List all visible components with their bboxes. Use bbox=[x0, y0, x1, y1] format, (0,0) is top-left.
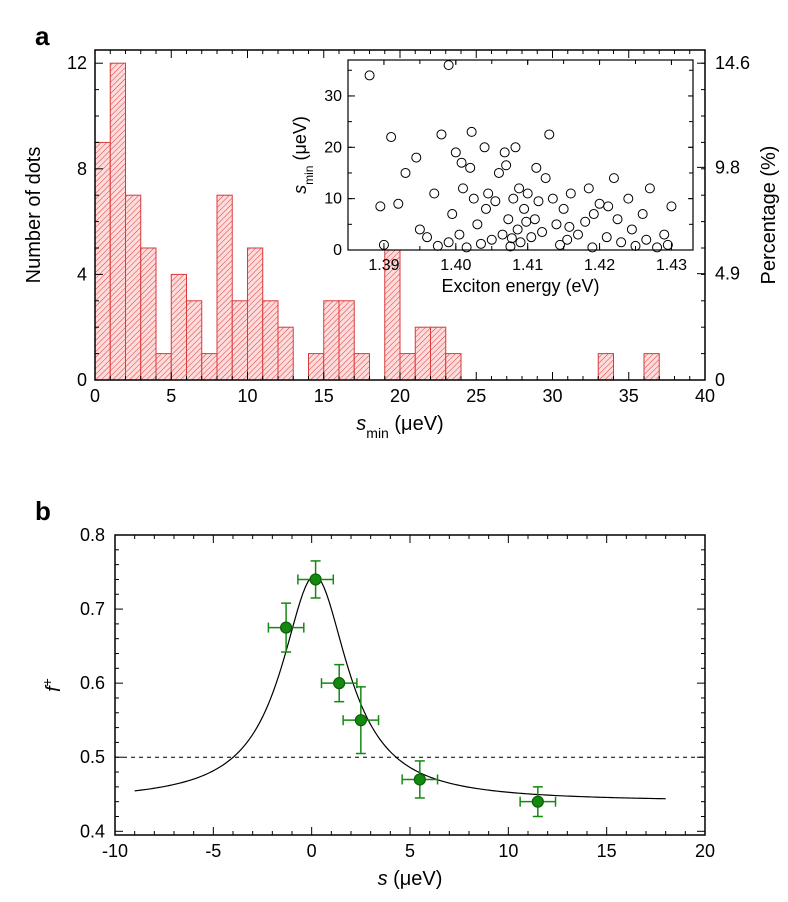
data-point bbox=[310, 574, 321, 585]
xtick-label: 20 bbox=[390, 386, 410, 406]
y2tick-label: 9.8 bbox=[715, 157, 740, 177]
bar bbox=[263, 301, 278, 380]
bar bbox=[278, 327, 293, 380]
bar bbox=[431, 327, 446, 380]
bar bbox=[156, 354, 171, 380]
xtick-label: 25 bbox=[466, 386, 486, 406]
bar bbox=[354, 354, 369, 380]
xtick-label: 35 bbox=[619, 386, 639, 406]
y2tick-label: 4.9 bbox=[715, 264, 740, 284]
xtick-label: 15 bbox=[314, 386, 334, 406]
inset-xtick: 1.43 bbox=[656, 257, 687, 274]
x-axis-label: s (μeV) bbox=[378, 868, 443, 890]
bar bbox=[248, 248, 263, 380]
data-points bbox=[268, 561, 555, 817]
inset-ytick: 10 bbox=[324, 191, 342, 208]
inset-ytick: 30 bbox=[324, 88, 342, 105]
xtick-label: 20 bbox=[695, 841, 715, 861]
ytick-label: 0.7 bbox=[80, 599, 105, 619]
bar bbox=[309, 354, 324, 380]
xtick-label: 5 bbox=[405, 841, 415, 861]
y2tick-label: 0 bbox=[715, 370, 725, 390]
inset-xtick: 1.42 bbox=[584, 257, 615, 274]
bar bbox=[95, 142, 110, 380]
bar bbox=[110, 63, 125, 380]
ytick-label: 0 bbox=[77, 370, 87, 390]
inset-xtick: 1.41 bbox=[512, 257, 543, 274]
ytick-label: 8 bbox=[77, 159, 87, 179]
bar bbox=[400, 354, 415, 380]
xtick-label: 10 bbox=[237, 386, 257, 406]
inset-xtick: 1.39 bbox=[368, 257, 399, 274]
xtick-label: 10 bbox=[498, 841, 518, 861]
xtick-label: -5 bbox=[205, 841, 221, 861]
inset-x-label: Exciton energy (eV) bbox=[441, 276, 599, 296]
bar bbox=[598, 354, 613, 380]
bar bbox=[187, 301, 202, 380]
ytick-label: 0.4 bbox=[80, 821, 105, 841]
data-point bbox=[414, 774, 425, 785]
xtick-label: 30 bbox=[542, 386, 562, 406]
ytick-label: 0.8 bbox=[80, 525, 105, 545]
x-axis-label: smin (μeV) bbox=[356, 413, 443, 441]
ytick-label: 4 bbox=[77, 264, 87, 284]
panel-b-label: b bbox=[35, 496, 51, 526]
xtick-label: -10 bbox=[102, 841, 128, 861]
data-point bbox=[334, 678, 345, 689]
data-point bbox=[532, 796, 543, 807]
data-point bbox=[355, 715, 366, 726]
bar bbox=[446, 354, 461, 380]
ytick-label: 0.5 bbox=[80, 747, 105, 767]
y-axis-label: f+ bbox=[39, 678, 65, 692]
bar bbox=[339, 301, 354, 380]
ytick-label: 12 bbox=[67, 53, 87, 73]
inset-xtick: 1.40 bbox=[440, 257, 471, 274]
bar bbox=[202, 354, 217, 380]
xtick-label: 0 bbox=[307, 841, 317, 861]
xtick-label: 0 bbox=[90, 386, 100, 406]
y2tick-label: 14.6 bbox=[715, 53, 750, 73]
y2-axis-label: Percentage (%) bbox=[758, 146, 780, 285]
bar bbox=[644, 354, 659, 380]
bar bbox=[126, 195, 141, 380]
bar bbox=[415, 327, 430, 380]
bar bbox=[217, 195, 232, 380]
bar bbox=[232, 301, 247, 380]
panel-b-frame bbox=[115, 535, 705, 835]
inset-ytick: 20 bbox=[324, 139, 342, 156]
y-axis-label: Number of dots bbox=[23, 147, 45, 284]
inset-y-label: smin (μeV) bbox=[290, 116, 316, 194]
xtick-label: 15 bbox=[597, 841, 617, 861]
panel-a-label: a bbox=[35, 21, 50, 51]
fit-curve bbox=[135, 576, 666, 799]
xtick-label: 5 bbox=[166, 386, 176, 406]
figure: a05101520253035400481204.99.814.6smin (μ… bbox=[0, 0, 788, 897]
inset-ytick: 0 bbox=[333, 242, 342, 259]
data-point bbox=[281, 622, 292, 633]
ytick-label: 0.6 bbox=[80, 673, 105, 693]
bar bbox=[141, 248, 156, 380]
xtick-label: 40 bbox=[695, 386, 715, 406]
bar bbox=[324, 301, 339, 380]
bar bbox=[171, 274, 186, 380]
